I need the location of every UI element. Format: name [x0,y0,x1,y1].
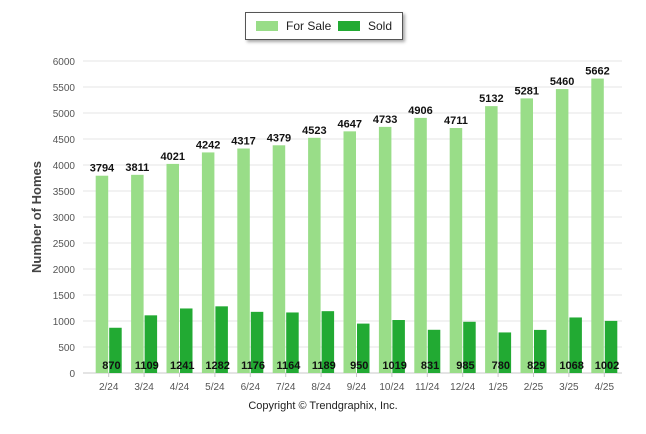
bar-for-sale [449,128,463,373]
y-tick-label: 0 [69,369,75,380]
data-label-for-sale: 3811 [125,162,149,174]
x-tick-label: 3/25 [559,382,579,393]
bar-for-sale [166,163,179,373]
data-label-sold: 870 [102,360,120,372]
y-tick-label: 4500 [53,135,76,146]
data-label-sold: 1019 [382,360,406,372]
data-label-for-sale: 4021 [161,151,185,163]
bar-sold [144,315,158,373]
bar-sold [357,323,370,373]
x-tick-label: 10/24 [379,382,404,393]
y-tick-label: 2000 [53,265,76,276]
y-tick-label: 6000 [53,57,76,68]
bar-sold [534,329,547,373]
bar-sold [109,327,122,373]
bar-sold [427,329,441,373]
data-label-sold: 985 [456,360,474,372]
bar-sold [250,311,264,373]
bar-sold [180,308,193,373]
y-tick-label: 3500 [53,187,76,198]
x-tick-label: 2/24 [99,382,119,393]
y-tick-label: 500 [58,343,75,354]
bar-for-sale [414,117,427,373]
bar-for-sale [555,89,569,373]
bar-sold [604,320,618,373]
x-tick-label: 12/24 [450,382,475,393]
x-tick-label: 9/24 [347,382,367,393]
bar-for-sale [308,137,321,373]
y-tick-label: 5500 [53,83,76,94]
data-label-sold: 1282 [205,360,229,372]
data-label-sold: 1164 [277,360,302,372]
bar-for-sale [237,148,250,373]
bar-for-sale [378,126,392,373]
y-tick-label: 1500 [53,291,76,302]
legend-swatch-for-sale [256,21,278,31]
y-tick-label: 1000 [53,317,76,328]
y-tick-label: 4000 [53,161,76,172]
x-tick-label: 5/24 [205,382,225,393]
y-tick-label: 3000 [53,213,76,224]
data-label-for-sale: 3794 [90,163,115,175]
legend-item-for-sale[interactable]: For Sale [256,13,331,39]
data-label-sold: 1176 [241,360,265,372]
bar-sold [392,320,405,373]
data-label-for-sale: 4379 [267,132,291,144]
data-label-for-sale: 5281 [515,85,539,97]
x-tick-label: 8/24 [311,382,331,393]
x-tick-label: 7/24 [276,382,296,393]
x-tick-label: 4/24 [170,382,190,393]
bar-sold [286,312,299,373]
y-tick-label: 5000 [53,109,76,120]
bar-sold [321,311,335,373]
data-label-sold: 829 [527,360,545,372]
legend-label-for-sale: For Sale [286,19,332,33]
data-label-sold: 950 [350,360,368,372]
chart-legend: For Sale Sold [245,12,403,40]
x-tick-label: 2/25 [524,382,544,393]
data-label-sold: 1189 [312,360,336,372]
bar-for-sale [95,175,109,373]
data-label-for-sale: 5132 [479,93,503,105]
bar-sold [463,321,476,373]
bar-for-sale [131,174,144,373]
data-label-sold: 1241 [170,360,194,372]
data-label-sold: 1002 [595,360,619,372]
bar-sold [215,306,228,373]
data-label-for-sale: 4317 [231,136,255,148]
bar-sold [498,332,512,373]
x-tick-label: 1/25 [488,382,508,393]
data-label-for-sale: 5460 [550,76,574,88]
legend-swatch-sold [338,21,360,31]
legend-item-sold[interactable]: Sold [338,13,392,39]
data-label-sold: 831 [421,360,439,372]
data-label-for-sale: 4242 [196,139,220,151]
bar-for-sale [272,145,286,373]
data-label-sold: 1109 [135,360,159,372]
y-tick-label: 2500 [53,239,76,250]
legend-label-sold: Sold [368,19,393,33]
data-label-for-sale: 4523 [302,125,326,137]
bar-for-sale [201,152,215,373]
data-label-sold: 780 [492,360,510,372]
x-tick-label: 6/24 [241,382,261,393]
x-tick-label: 4/25 [595,382,615,393]
bar-for-sale [520,98,533,373]
x-tick-label: 11/24 [415,382,440,393]
data-label-for-sale: 5662 [585,66,609,78]
copyright-text: Copyright © Trendgraphix, Inc. [248,400,398,412]
data-label-for-sale: 4711 [444,115,468,127]
y-axis-title: Number of Homes [29,161,44,273]
bar-sold [569,317,582,373]
data-label-for-sale: 4733 [373,114,397,126]
bar-for-sale [485,106,498,374]
bar-for-sale [343,131,356,373]
data-label-for-sale: 4647 [338,118,362,130]
data-label-sold: 1068 [559,360,583,372]
x-tick-label: 3/24 [134,382,154,393]
data-label-for-sale: 4906 [408,105,432,117]
bar-for-sale [591,78,604,374]
